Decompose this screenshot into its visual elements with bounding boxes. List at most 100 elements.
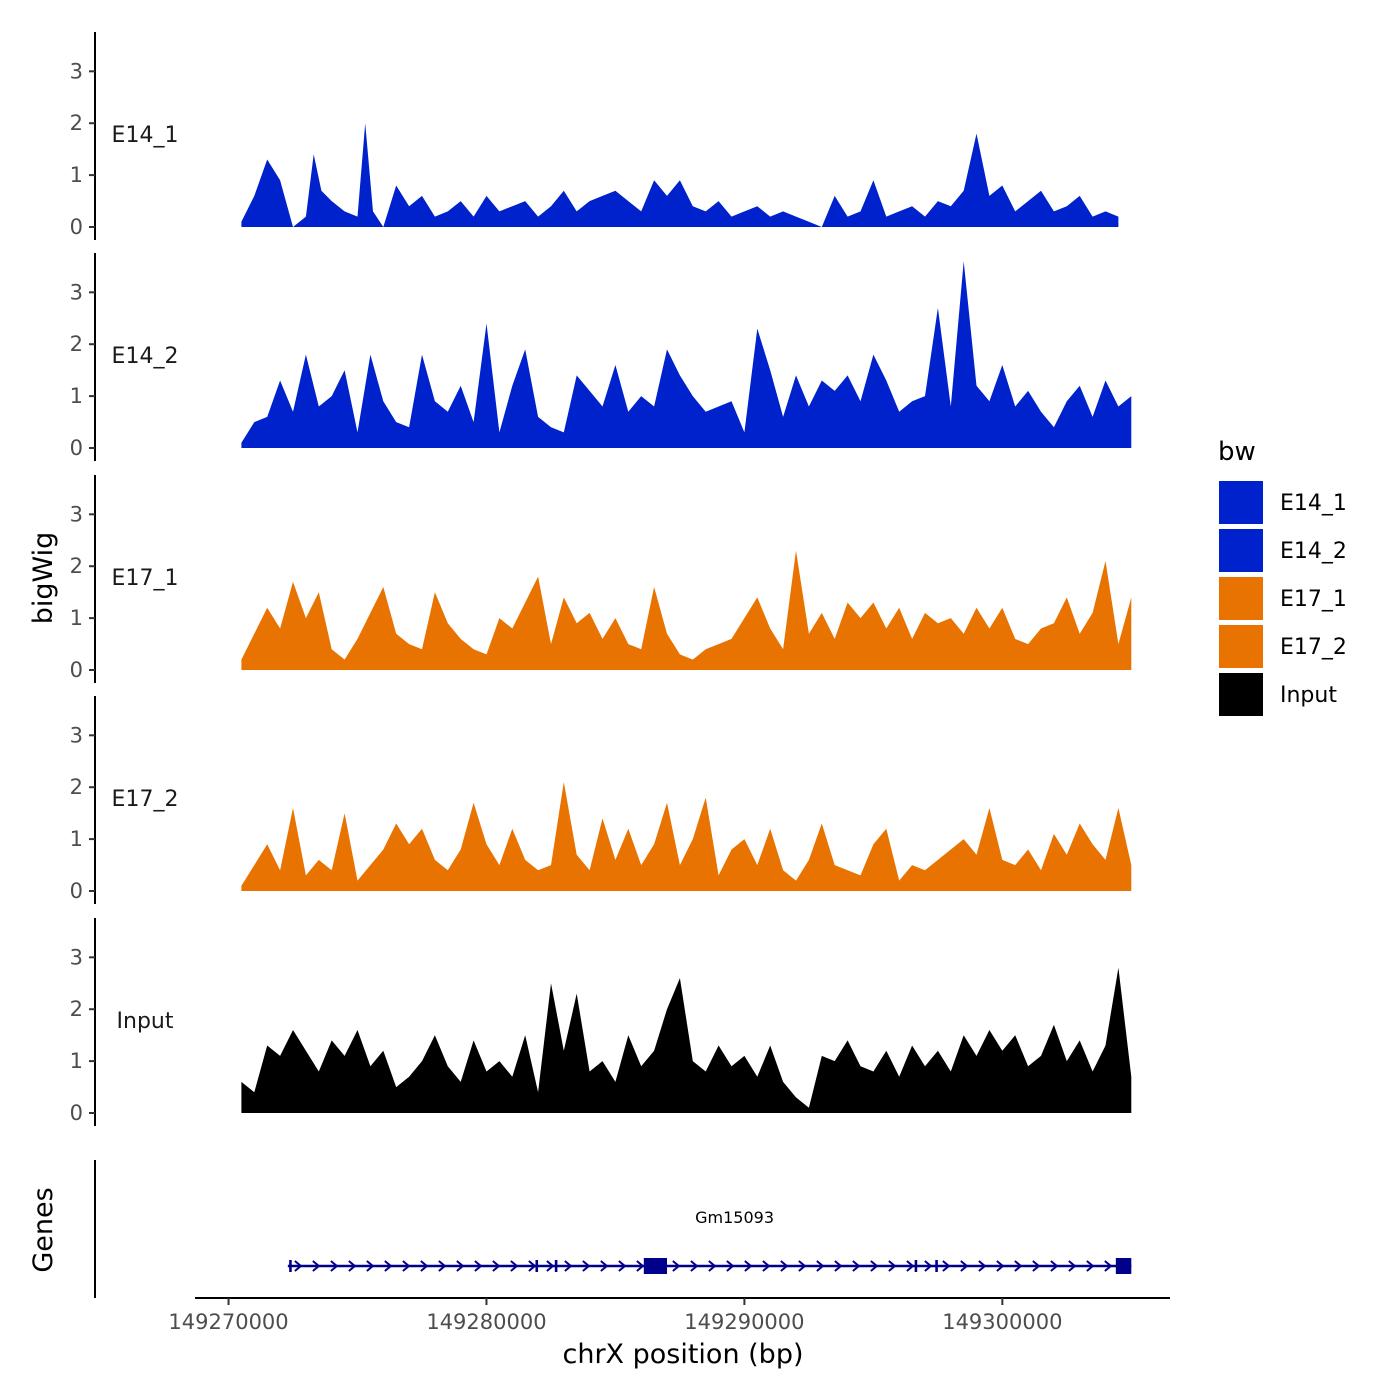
x-tick-label: 149270000 [168, 1310, 288, 1334]
strand-chevron-icon [384, 1260, 393, 1272]
signal-area-E14_1 [241, 123, 1119, 227]
strand-chevron-icon [708, 1260, 717, 1272]
x-axis-title: chrX position (bp) [562, 1339, 803, 1370]
strand-chevron-icon [834, 1260, 843, 1272]
strand-chevron-icon [852, 1260, 861, 1272]
y-tick-label: 1 [70, 827, 83, 851]
y-tick-label: 3 [70, 945, 83, 969]
strand-chevron-icon [672, 1260, 681, 1272]
legend-key-Input [1219, 673, 1263, 716]
strand-chevron-icon [1086, 1260, 1095, 1272]
y-tick-label: 1 [70, 606, 83, 630]
track-label: E14_2 [112, 344, 179, 369]
y-tick-label: 2 [70, 997, 83, 1021]
strand-chevron-icon [528, 1260, 537, 1272]
y-tick-label: 2 [70, 111, 83, 135]
x-tick-label: 149300000 [942, 1310, 1062, 1334]
strand-chevron-icon [600, 1260, 609, 1272]
y-tick-label: 3 [70, 59, 83, 83]
legend-key-E14_2 [1219, 529, 1263, 572]
gene-exon [535, 1260, 539, 1272]
legend-label: E14_2 [1280, 539, 1347, 564]
strand-chevron-icon [330, 1260, 339, 1272]
track-E14_2: 0 1 2 3 E14_2 [70, 253, 1132, 461]
x-axis: 149270000 149280000 149290000 149300000 [168, 1297, 1170, 1334]
y-tick-label: 3 [70, 502, 83, 526]
strand-chevron-icon [546, 1260, 555, 1272]
strand-chevron-icon [924, 1260, 933, 1272]
bigwig-tracks: 0 1 2 3 E14_1 0 1 2 3 E14_2 0 1 2 3 E17_1 0 1 2 3 E17_2 0 1 2 3… [70, 32, 1132, 1126]
strand-chevron-icon [492, 1260, 501, 1272]
legend-key-E17_2 [1219, 625, 1263, 668]
gene-exon [643, 1258, 668, 1274]
genes-track: Gm15093 [94, 1160, 1132, 1298]
strand-chevron-icon [402, 1260, 411, 1272]
y-tick-label: 0 [70, 215, 83, 239]
legend-label: E17_1 [1280, 587, 1347, 612]
strand-chevron-icon [510, 1260, 519, 1272]
y-tick-label: 0 [70, 879, 83, 903]
strand-chevron-icon [582, 1260, 591, 1272]
legend-label: E17_2 [1280, 635, 1347, 660]
strand-chevron-icon [294, 1260, 303, 1272]
genes-track-title: Genes [28, 1187, 59, 1272]
strand-chevron-icon [312, 1260, 321, 1272]
gene-exon [1115, 1258, 1132, 1274]
y-tick-label: 1 [70, 1049, 83, 1073]
gene-exon [554, 1260, 558, 1272]
track-label: E14_1 [112, 123, 179, 148]
y-axis-title: bigWig [28, 532, 59, 625]
gene-exon [914, 1260, 918, 1272]
signal-area-E17_1 [241, 550, 1132, 670]
legend-label: E14_1 [1280, 491, 1347, 516]
gene-Gm15093: Gm15093 [287, 1208, 1132, 1274]
strand-chevron-icon [960, 1260, 969, 1272]
strand-chevron-icon [798, 1260, 807, 1272]
strand-chevron-icon [888, 1260, 897, 1272]
strand-chevron-icon [1104, 1260, 1113, 1272]
strand-chevron-icon [348, 1260, 357, 1272]
track-label: Input [117, 1009, 174, 1034]
strand-chevron-icon [1050, 1260, 1059, 1272]
strand-chevron-icon [906, 1260, 915, 1272]
strand-chevron-icon [780, 1260, 789, 1272]
strand-chevron-icon [978, 1260, 987, 1272]
y-tick-label: 0 [70, 1101, 83, 1125]
legend-key-E17_1 [1219, 577, 1263, 620]
strand-chevron-icon [870, 1260, 879, 1272]
y-tick-label: 1 [70, 163, 83, 187]
y-tick-label: 0 [70, 436, 83, 460]
track-label: E17_1 [112, 566, 179, 591]
strand-chevron-icon [564, 1260, 573, 1272]
strand-chevron-icon [636, 1260, 645, 1272]
strand-chevron-icon [366, 1260, 375, 1272]
strand-chevron-icon [996, 1260, 1005, 1272]
gene-exon [289, 1260, 292, 1272]
strand-chevron-icon [456, 1260, 465, 1272]
gene-name-label: Gm15093 [695, 1208, 774, 1227]
signal-area-Input [241, 967, 1132, 1113]
strand-chevron-icon [618, 1260, 627, 1272]
strand-chevron-icon [1014, 1260, 1023, 1272]
track-label: E17_2 [112, 787, 179, 812]
legend-key-E14_1 [1219, 481, 1263, 524]
strand-chevron-icon [474, 1260, 483, 1272]
y-tick-label: 2 [70, 332, 83, 356]
x-tick-label: 149280000 [426, 1310, 546, 1334]
y-tick-label: 3 [70, 723, 83, 747]
signal-area-E17_2 [241, 782, 1132, 891]
strand-chevron-icon [1068, 1260, 1077, 1272]
track-E17_1: 0 1 2 3 E17_1 [70, 475, 1132, 683]
track-E17_2: 0 1 2 3 E17_2 [70, 696, 1132, 904]
y-tick-label: 2 [70, 554, 83, 578]
y-tick-label: 0 [70, 658, 83, 682]
strand-chevron-icon [420, 1260, 429, 1272]
gene-exon [935, 1260, 938, 1272]
strand-chevron-icon [744, 1260, 753, 1272]
track-E14_1: 0 1 2 3 E14_1 [70, 32, 1119, 240]
y-tick-label: 2 [70, 775, 83, 799]
legend-label: Input [1280, 683, 1337, 708]
x-tick-label: 149290000 [684, 1310, 804, 1334]
